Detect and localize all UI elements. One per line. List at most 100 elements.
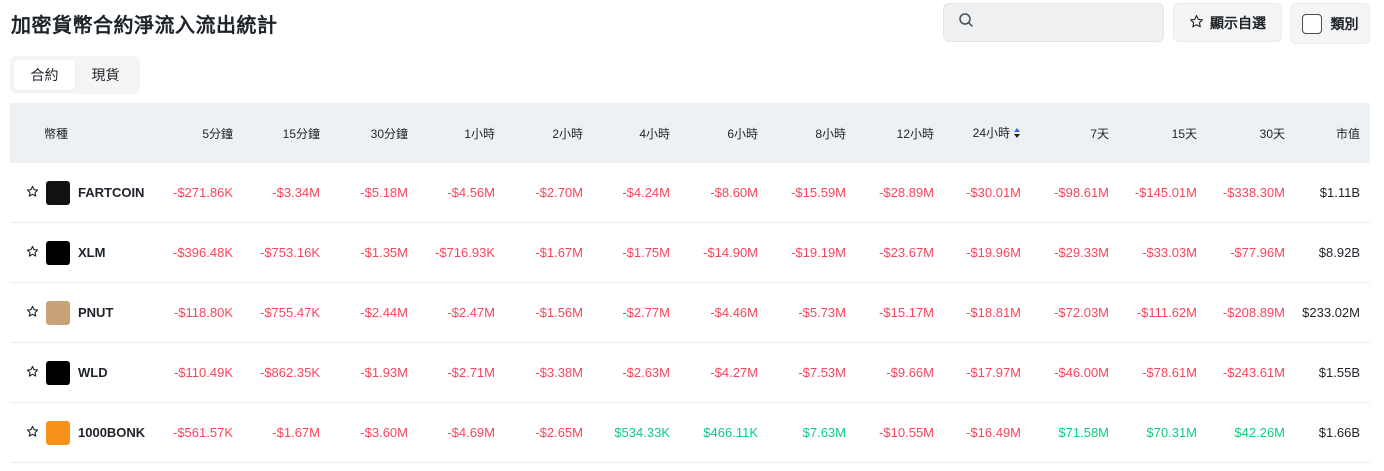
header-7d[interactable]: 7天 [1090, 126, 1109, 141]
search-input[interactable] [982, 14, 1162, 31]
netflow-value: -$396.48K [173, 245, 233, 260]
header-30m[interactable]: 30分鐘 [370, 126, 408, 141]
netflow-value: -$145.01M [1134, 185, 1197, 200]
favorite-star-icon[interactable] [26, 245, 39, 260]
netflow-value: -$4.27M [710, 365, 758, 380]
netflow-value: -$16.49M [966, 425, 1021, 440]
netflow-value: -$753.16K [260, 245, 320, 260]
market-cap-value: $1.66B [1318, 425, 1360, 440]
favorite-star-icon[interactable] [26, 185, 39, 200]
header-15d[interactable]: 15天 [1171, 126, 1197, 141]
favorite-star-icon[interactable] [26, 365, 39, 380]
netflow-value: -$2.63M [622, 365, 670, 380]
table-row[interactable]: WLD -$110.49K -$862.35K -$1.93M -$2.71M -$3.3… [10, 343, 1370, 403]
netflow-value: -$9.66M [886, 365, 934, 380]
coin-logo-icon [46, 240, 70, 265]
netflow-value: -$29.33M [1054, 245, 1109, 260]
category-label: 類別 [1330, 15, 1359, 32]
search-box[interactable] [943, 3, 1164, 42]
header-market-cap[interactable]: 市值 [1335, 126, 1360, 141]
market-type-tabs: 合約 現貨 [10, 56, 140, 94]
netflow-value: $42.26M [1234, 425, 1285, 440]
netflow-value: -$2.71M [447, 365, 495, 380]
coin-cell: PNUT [10, 300, 147, 325]
page-title: 加密貨幣合約淨流入流出統計 [11, 15, 278, 37]
tab-futures[interactable]: 合約 [14, 60, 75, 90]
header-12h[interactable]: 12小時 [896, 126, 934, 141]
netflow-value: -$1.67M [272, 425, 320, 440]
category-filter-button[interactable]: 類別 [1290, 3, 1370, 44]
coin-name[interactable]: 1000BONK [78, 425, 146, 440]
netflow-value: -$23.67M [879, 245, 934, 260]
netflow-value: -$15.59M [791, 185, 846, 200]
search-icon [958, 12, 974, 33]
netflow-value: -$118.80K [173, 305, 233, 320]
netflow-value: -$716.93K [435, 245, 495, 260]
netflow-value: -$1.75M [622, 245, 670, 260]
netflow-value: -$3.34M [272, 185, 320, 200]
netflow-value: $70.31M [1146, 425, 1197, 440]
coin-name[interactable]: PNUT [78, 305, 114, 320]
netflow-value: -$2.77M [622, 305, 670, 320]
netflow-value: -$2.65M [535, 425, 583, 440]
netflow-value: -$19.19M [791, 245, 846, 260]
netflow-value: -$4.69M [447, 425, 495, 440]
netflow-value: $466.11K [703, 425, 758, 440]
coin-name[interactable]: FARTCOIN [78, 185, 145, 200]
netflow-value: -$18.81M [966, 305, 1021, 320]
category-checkbox[interactable] [1301, 13, 1322, 34]
market-cap-value: $8.92B [1318, 245, 1360, 260]
market-cap-value: $1.55B [1318, 365, 1360, 380]
header-1h[interactable]: 1小時 [464, 126, 495, 141]
netflow-value: -$2.47M [447, 305, 495, 320]
netflow-value: -$72.03M [1054, 305, 1109, 320]
header-coin[interactable]: 幣種 [44, 126, 69, 141]
netflow-value: $534.33K [614, 425, 670, 440]
header-30d[interactable]: 30天 [1259, 126, 1285, 141]
star-icon [1189, 14, 1204, 32]
netflow-value: -$4.24M [622, 185, 670, 200]
coin-cell: 1000BONK [10, 420, 147, 445]
favorite-star-icon[interactable] [26, 425, 39, 440]
netflow-value: -$17.97M [966, 365, 1021, 380]
header-4h[interactable]: 4小時 [639, 126, 670, 141]
netflow-value: $7.63M [802, 425, 846, 440]
netflow-value: -$2.70M [535, 185, 583, 200]
table-row[interactable]: XLM -$396.48K -$753.16K -$1.35M -$716.93K -$1… [10, 223, 1370, 283]
header-2h[interactable]: 2小時 [552, 126, 583, 141]
netflow-value: -$1.56M [535, 305, 583, 320]
netflow-value: -$5.73M [798, 305, 846, 320]
netflow-value: -$78.61M [1142, 365, 1197, 380]
netflow-value: -$110.49K [173, 365, 233, 380]
netflow-value: -$2.44M [360, 305, 408, 320]
netflow-value: -$33.03M [1142, 245, 1197, 260]
favorite-star-icon[interactable] [26, 305, 39, 320]
netflow-value: -$1.67M [535, 245, 583, 260]
table-header: 幣種 5分鐘 15分鐘 30分鐘 1小時 2小時 4小時 6小時 8小時 12小… [10, 103, 1370, 163]
netflow-value: -$5.18M [360, 185, 408, 200]
tab-spot[interactable]: 現貨 [91, 67, 120, 83]
sort-icon[interactable] [1013, 127, 1021, 142]
coin-logo-icon [46, 300, 70, 325]
coin-name[interactable]: WLD [78, 365, 108, 380]
coin-name[interactable]: XLM [78, 245, 106, 260]
header-6h[interactable]: 6小時 [727, 126, 758, 141]
header-24h[interactable]: 24小時 [934, 124, 1021, 141]
coin-logo-icon [46, 360, 70, 385]
netflow-value: -$755.47K [260, 305, 320, 320]
header-5m[interactable]: 5分鐘 [202, 126, 233, 141]
netflow-value: -$208.89M [1222, 305, 1285, 320]
netflow-value: -$1.93M [360, 365, 408, 380]
show-favorites-button[interactable]: 顯示自選 [1173, 3, 1282, 42]
netflow-value: -$271.86K [173, 185, 233, 200]
header-15m[interactable]: 15分鐘 [282, 126, 320, 141]
coin-cell: WLD [10, 360, 147, 385]
netflow-value: -$10.55M [879, 425, 934, 440]
netflow-value: -$3.60M [360, 425, 408, 440]
table-row[interactable]: PNUT -$118.80K -$755.47K -$2.44M -$2.47M -$1.… [10, 283, 1370, 343]
netflow-table: 幣種 5分鐘 15分鐘 30分鐘 1小時 2小時 4小時 6小時 8小時 12小… [10, 103, 1370, 463]
table-row[interactable]: FARTCOIN -$271.86K -$3.34M -$5.18M -$4.56M -$… [10, 163, 1370, 223]
netflow-value: -$3.38M [535, 365, 583, 380]
header-8h[interactable]: 8小時 [815, 126, 846, 141]
table-row[interactable]: 1000BONK -$561.57K -$1.67M -$3.60M -$4.69M -$… [10, 403, 1370, 463]
